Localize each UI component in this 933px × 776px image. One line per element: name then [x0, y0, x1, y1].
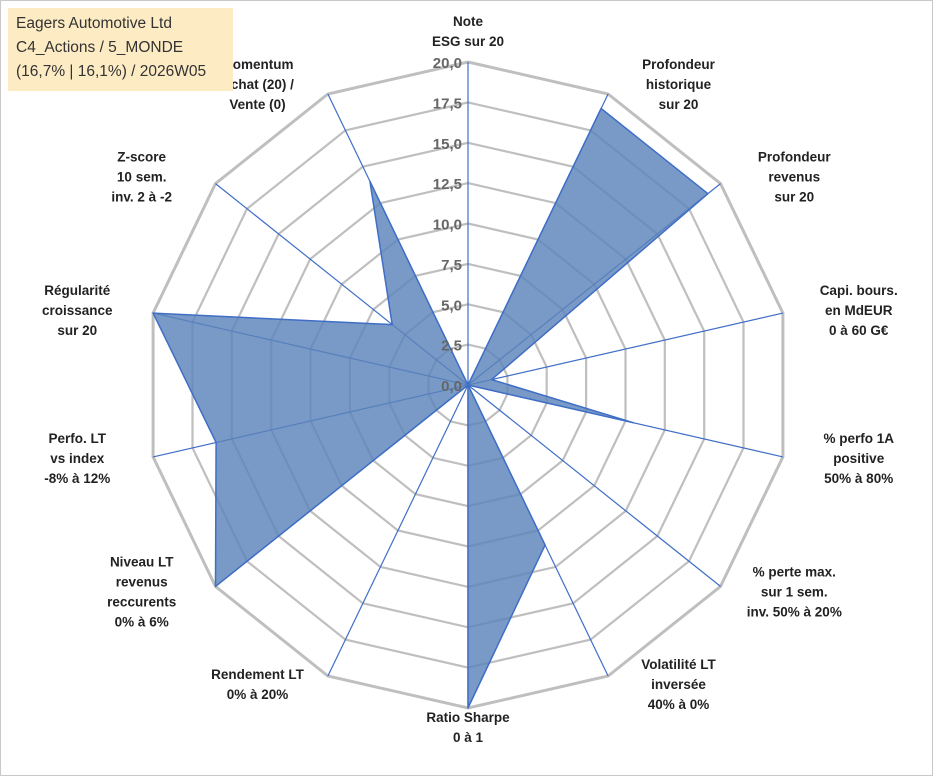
- axis-label: Profondeur revenus sur 20: [758, 149, 831, 204]
- axis-spoke: [327, 384, 469, 677]
- title-line-company: Eagers Automotive Ltd: [16, 15, 172, 32]
- axis-label: Momentum Achat (20) / Vente (0): [221, 57, 294, 112]
- axis-label-line: croissance: [42, 303, 113, 318]
- axis-label-line: ESG sur 20: [432, 34, 504, 49]
- axis-label-line: sur 20: [57, 323, 97, 338]
- axis-label-line: Perfo. LT: [49, 431, 107, 446]
- chart-title-box: Eagers Automotive Ltd C4_Actions / 5_MON…: [8, 8, 233, 91]
- axis-label-line: revenus: [116, 575, 168, 590]
- axis-label-line: 0% à 20%: [227, 687, 289, 702]
- axis-label: Niveau LT revenus reccurents 0% à 6%: [107, 555, 176, 630]
- axis-label-line: revenus: [768, 169, 820, 184]
- axis-label-line: % perte max.: [753, 565, 836, 580]
- axis-label: Note ESG sur 20: [432, 14, 504, 49]
- axis-label-line: 0 à 1: [453, 730, 484, 745]
- tick-label: 10,0: [433, 217, 462, 234]
- axis-label-line: Z-score: [117, 149, 166, 164]
- axis-label-line: % perfo 1A: [823, 431, 894, 446]
- axis-label-line: sur 20: [774, 189, 814, 204]
- axis-label-line: -8% à 12%: [44, 471, 110, 486]
- radar-series: [152, 107, 709, 709]
- axis-spoke: [467, 384, 721, 587]
- axis-label-line: positive: [833, 451, 885, 466]
- axis-label-line: inv. 50% à 20%: [747, 605, 842, 620]
- axis-label: Volatilité LT inversée 40% à 0%: [641, 657, 716, 712]
- axis-label: Capi. bours. en MdEUR 0 à 60 G€: [820, 283, 898, 338]
- axis-label-line: sur 1 sem.: [761, 585, 828, 600]
- axis-label-line: reccurents: [107, 595, 176, 610]
- axis-label-line: Rendement LT: [211, 667, 305, 682]
- axis-label: Régularité croissance sur 20: [42, 283, 113, 338]
- axis-label-line: Capi. bours.: [820, 283, 898, 298]
- tick-label: 5,0: [441, 297, 462, 314]
- axis-label-line: Volatilité LT: [641, 657, 716, 672]
- axis-label-line: inv. 2 à -2: [111, 189, 172, 204]
- radial-tick-labels: 0,0 2,5 5,0 7,5 10,0 12,5 15,0 17,5 20,0: [433, 55, 462, 395]
- axis-label-line: Niveau LT: [110, 555, 174, 570]
- axis-label: Perfo. LT vs index -8% à 12%: [44, 431, 110, 486]
- axis-label-line: inversée: [651, 677, 706, 692]
- axis-label-line: 0 à 60 G€: [829, 323, 889, 338]
- axis-label-line: 50% à 80%: [824, 471, 893, 486]
- axis-label-line: Régularité: [44, 283, 111, 298]
- axis-label-line: Profondeur: [642, 57, 715, 72]
- tick-label: 7,5: [441, 257, 462, 274]
- title-line-stats: (16,7% | 16,1%) / 2026W05: [16, 63, 207, 80]
- tick-label: 20,0: [433, 55, 462, 72]
- axis-label-line: en MdEUR: [825, 303, 893, 318]
- axis-label-line: Ratio Sharpe: [426, 710, 510, 725]
- axis-label-line: 10 sem.: [117, 169, 167, 184]
- axis-label-line: Achat (20) /: [221, 77, 294, 92]
- axis-label: Profondeur historique sur 20: [642, 57, 715, 112]
- axis-label-line: sur 20: [659, 97, 699, 112]
- axis-label-line: historique: [646, 77, 712, 92]
- axis-label-line: Profondeur: [758, 149, 831, 164]
- axis-label: % perte max. sur 1 sem. inv. 50% à 20%: [747, 565, 842, 620]
- tick-label: 15,0: [433, 136, 462, 153]
- axis-label: % perfo 1A positive 50% à 80%: [823, 431, 894, 486]
- axis-label-line: vs index: [50, 451, 105, 466]
- axis-label: Ratio Sharpe 0 à 1: [426, 710, 510, 745]
- axis-spoke: [467, 312, 784, 386]
- axis-label-line: 0% à 6%: [115, 615, 169, 630]
- axis-label-line: Momentum: [222, 57, 294, 72]
- axis-label: Z-score 10 sem. inv. 2 à -2: [111, 149, 172, 204]
- tick-label: 12,5: [433, 176, 462, 193]
- axis-label-line: Note: [453, 14, 483, 29]
- tick-label: 0,0: [441, 378, 462, 395]
- axis-label: Rendement LT 0% à 20%: [211, 667, 305, 702]
- title-line-category: C4_Actions / 5_MONDE: [16, 39, 184, 56]
- axis-label-line: 40% à 0%: [648, 697, 710, 712]
- tick-label: 17,5: [433, 95, 462, 112]
- tick-label: 2,5: [441, 338, 462, 355]
- axis-label-line: Vente (0): [229, 97, 285, 112]
- axis-labels: Note ESG sur 20 Profondeur historique sur 20…: [42, 14, 898, 745]
